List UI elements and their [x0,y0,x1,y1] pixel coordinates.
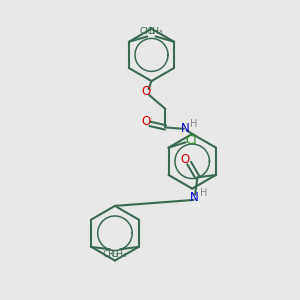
Text: CH₃: CH₃ [110,250,127,259]
Text: CH₃: CH₃ [147,27,164,36]
Text: N: N [190,191,199,204]
Text: O: O [180,153,190,166]
Text: O: O [141,115,151,128]
Text: H: H [200,188,207,198]
Text: CH₃: CH₃ [103,250,119,259]
Text: Cl: Cl [185,134,197,147]
Text: CH₃: CH₃ [140,27,156,36]
Text: H: H [190,118,197,128]
Text: N: N [181,122,190,134]
Text: O: O [142,85,151,98]
